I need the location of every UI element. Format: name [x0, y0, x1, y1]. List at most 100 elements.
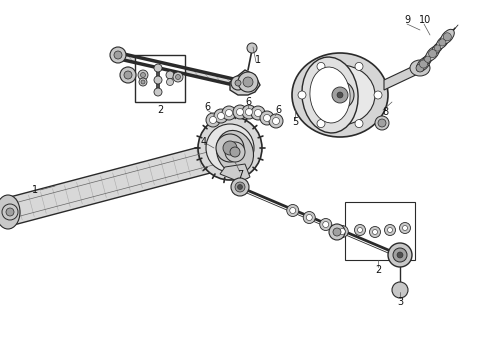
Text: 4: 4 [201, 137, 207, 147]
Circle shape [355, 120, 363, 127]
Circle shape [287, 204, 299, 216]
Circle shape [326, 81, 354, 109]
Polygon shape [384, 63, 420, 90]
Circle shape [124, 71, 132, 79]
Circle shape [222, 106, 236, 120]
Circle shape [233, 105, 247, 119]
Circle shape [320, 219, 332, 230]
Circle shape [206, 124, 254, 172]
Circle shape [231, 178, 249, 196]
Circle shape [260, 111, 274, 125]
Ellipse shape [310, 67, 350, 123]
Circle shape [242, 105, 256, 119]
Circle shape [210, 117, 217, 123]
Circle shape [230, 147, 240, 157]
Circle shape [397, 252, 403, 258]
Text: 1: 1 [32, 185, 38, 195]
Text: 6: 6 [245, 97, 251, 107]
Circle shape [141, 80, 145, 84]
Circle shape [385, 225, 395, 235]
Ellipse shape [292, 53, 388, 137]
Circle shape [206, 113, 220, 127]
Ellipse shape [217, 130, 253, 174]
Circle shape [429, 50, 437, 58]
Text: 10: 10 [419, 15, 431, 25]
Circle shape [120, 67, 136, 83]
Circle shape [198, 116, 262, 180]
Ellipse shape [302, 57, 358, 133]
Circle shape [218, 112, 224, 120]
Ellipse shape [0, 195, 20, 229]
Circle shape [272, 117, 279, 125]
Circle shape [154, 88, 162, 96]
Circle shape [216, 134, 244, 162]
Text: 6: 6 [204, 102, 210, 112]
Circle shape [114, 51, 122, 59]
Circle shape [251, 106, 265, 120]
Circle shape [434, 45, 441, 51]
Circle shape [374, 91, 382, 99]
Text: 6: 6 [275, 105, 281, 115]
Polygon shape [220, 164, 250, 182]
Circle shape [399, 222, 411, 234]
Ellipse shape [436, 36, 449, 49]
Ellipse shape [441, 29, 454, 44]
Circle shape [378, 119, 386, 127]
Circle shape [2, 204, 18, 220]
Circle shape [110, 47, 126, 63]
Circle shape [298, 91, 306, 99]
Circle shape [154, 76, 162, 84]
Circle shape [329, 224, 345, 240]
Circle shape [355, 62, 363, 71]
Circle shape [141, 72, 146, 77]
Circle shape [419, 60, 428, 68]
Circle shape [416, 64, 424, 72]
Circle shape [369, 226, 381, 238]
Text: 3: 3 [397, 297, 403, 307]
Text: 8: 8 [382, 107, 388, 117]
Circle shape [235, 182, 245, 192]
Circle shape [238, 72, 258, 92]
Circle shape [166, 71, 174, 79]
Circle shape [392, 282, 408, 298]
Circle shape [388, 243, 412, 267]
Circle shape [225, 109, 232, 117]
Circle shape [317, 62, 325, 71]
Ellipse shape [305, 65, 375, 125]
Text: 2: 2 [157, 105, 163, 115]
Circle shape [235, 80, 241, 86]
Circle shape [167, 78, 173, 86]
Circle shape [323, 221, 329, 228]
Circle shape [393, 248, 407, 262]
Polygon shape [230, 70, 260, 95]
Circle shape [154, 64, 162, 72]
Circle shape [372, 230, 377, 234]
Circle shape [358, 228, 363, 233]
Circle shape [443, 33, 451, 41]
Ellipse shape [416, 57, 431, 72]
Text: 7: 7 [237, 170, 243, 180]
Ellipse shape [422, 53, 433, 65]
Circle shape [223, 141, 237, 155]
Polygon shape [345, 202, 415, 260]
Circle shape [173, 72, 183, 82]
Circle shape [245, 108, 252, 116]
Circle shape [424, 56, 431, 62]
Polygon shape [115, 52, 238, 86]
Circle shape [175, 75, 180, 80]
Ellipse shape [410, 60, 430, 76]
Circle shape [238, 185, 243, 189]
Circle shape [332, 87, 348, 103]
Ellipse shape [432, 42, 443, 54]
Polygon shape [4, 139, 239, 225]
Ellipse shape [426, 46, 440, 61]
Circle shape [6, 208, 14, 216]
Circle shape [138, 70, 148, 80]
Circle shape [231, 76, 245, 90]
Circle shape [269, 114, 283, 128]
Circle shape [290, 207, 296, 213]
Circle shape [243, 77, 253, 87]
Circle shape [139, 78, 147, 86]
Circle shape [337, 92, 343, 98]
Circle shape [375, 116, 389, 130]
